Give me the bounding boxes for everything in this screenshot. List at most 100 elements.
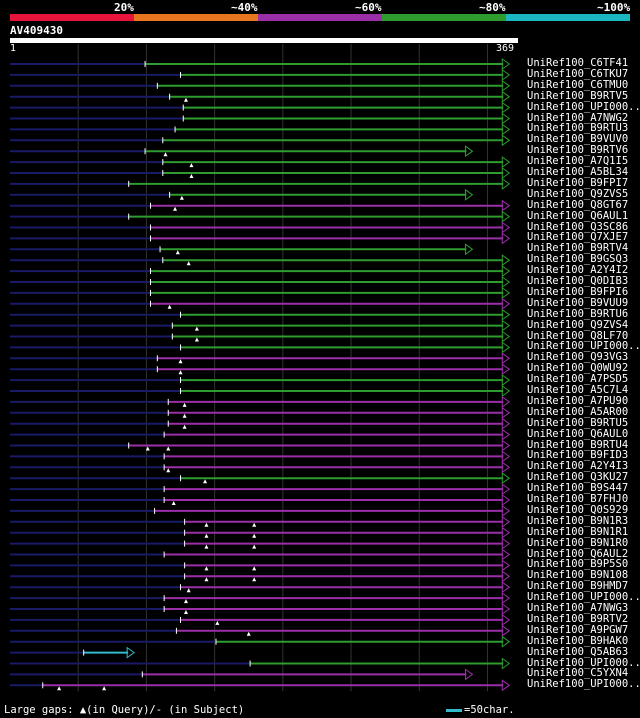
hit-label[interactable]: UniRef100_Q3KU27: [527, 471, 629, 484]
query-gap-marker: [252, 533, 257, 538]
hit-label[interactable]: UniRef100_A2Y4I2: [527, 264, 629, 277]
hit-label[interactable]: UniRef100_B9RTV6: [527, 144, 629, 157]
scale-legend: =50char.: [446, 704, 515, 716]
hit-label[interactable]: UniRef100_Q9ZVS5: [527, 187, 629, 200]
hit-label[interactable]: UniRef100_B9RTV5: [527, 89, 629, 102]
hit-label[interactable]: UniRef100_A7NWG2: [527, 111, 629, 124]
hit-label[interactable]: UniRef100_C6TKU7: [527, 67, 629, 80]
hit-label[interactable]: UniRef100_A7PU90: [527, 394, 629, 407]
hit-end-arrow: [501, 494, 511, 506]
hit-end-arrow: [501, 134, 511, 147]
hit-label[interactable]: UniRef100_Q6AUL1: [527, 209, 629, 222]
hit-label[interactable]: UniRef100_Q6AUL0: [527, 427, 629, 440]
color-bar-segment: [382, 14, 506, 21]
hit-end-arrow: [501, 679, 511, 692]
hit-label[interactable]: UniRef100_B9VUV0: [527, 133, 629, 146]
query-gap-marker: [57, 686, 62, 691]
query-gap-marker: [175, 250, 180, 255]
hit-end-arrow: [501, 90, 511, 103]
hit-end-arrow: [501, 450, 511, 463]
query-gap-marker: [186, 588, 191, 593]
hit-end-arrow: [501, 308, 511, 321]
hit-end-arrow: [501, 461, 511, 474]
hit-label[interactable]: UniRef100_UPI000..: [527, 656, 640, 669]
hit-label[interactable]: UniRef100_B9VUU9: [527, 296, 629, 309]
hit-label[interactable]: UniRef100_B9N108: [527, 569, 629, 582]
hit-label[interactable]: UniRef100_Q7XJE7: [527, 231, 629, 244]
hit-end-arrow: [501, 363, 511, 376]
hit-end-arrow: [464, 188, 474, 201]
hit-label[interactable]: UniRef100_A5C7L4: [527, 384, 629, 396]
hit-label[interactable]: UniRef100_Q0WU92: [527, 362, 629, 375]
hit-label[interactable]: UniRef100_Q6AUL2: [527, 547, 629, 560]
hit-label[interactable]: UniRef100_A7NWG3: [527, 602, 629, 614]
hit-end-arrow: [501, 417, 511, 430]
hit-label[interactable]: UniRef100_B9HAK0: [527, 634, 629, 647]
hit-label[interactable]: UniRef100_B9RTU3: [527, 122, 629, 135]
query-gap-marker: [189, 163, 194, 168]
hit-label[interactable]: UniRef100_A7Q1I5: [527, 155, 629, 168]
hit-label[interactable]: UniRef100_UPI000..: [527, 678, 640, 691]
hit-end-arrow: [464, 145, 474, 158]
color-bar-segment: [258, 14, 382, 21]
hit-label[interactable]: UniRef100_B9HMD7: [527, 580, 629, 593]
hit-label[interactable]: UniRef100_Q8LF70: [527, 329, 629, 342]
gap-legend: Large gaps: ▲(in Query)/- (in Subject): [4, 704, 245, 716]
query-gap-marker: [252, 544, 257, 549]
hit-label[interactable]: UniRef100_B9N1R0: [527, 536, 629, 549]
hit-label[interactable]: UniRef100_B9GSQ3: [527, 253, 629, 266]
query-ruler: [10, 38, 518, 43]
hit-label[interactable]: UniRef100_B9FPI7: [527, 176, 629, 189]
hit-label[interactable]: UniRef100_Q93VG3: [527, 351, 629, 364]
hit-label[interactable]: UniRef100_B9RTU5: [527, 416, 629, 429]
hit-label[interactable]: UniRef100_C5YXN4: [527, 667, 629, 680]
hit-label[interactable]: UniRef100_A9PGW7: [527, 623, 629, 636]
hit-label[interactable]: UniRef100_B9FID3: [527, 449, 629, 462]
hit-label[interactable]: UniRef100_UPI000..: [527, 340, 640, 353]
query-gap-marker: [183, 599, 188, 604]
hit-label[interactable]: UniRef100_Q5AB63: [527, 645, 629, 658]
hit-label[interactable]: UniRef100_A7PSD5: [527, 373, 629, 386]
color-bar-segment: [134, 14, 258, 21]
hit-label[interactable]: UniRef100_Q3SC86: [527, 220, 629, 233]
hit-end-arrow: [501, 286, 511, 299]
hit-label[interactable]: UniRef100_C6TMU0: [527, 78, 629, 91]
hit-label[interactable]: UniRef100_C6TF41: [527, 57, 629, 69]
hit-label[interactable]: UniRef100_A5AR00: [527, 405, 629, 418]
hit-label[interactable]: UniRef100_B7FHJ0: [527, 493, 629, 505]
scale-label: ~60%: [355, 1, 382, 14]
hit-label[interactable]: UniRef100_Q9ZVS4: [527, 318, 629, 331]
query-gap-marker: [204, 522, 209, 527]
hit-label[interactable]: UniRef100_B9S447: [527, 482, 629, 495]
hit-label[interactable]: UniRef100_UPI000..: [527, 100, 640, 113]
hit-label[interactable]: UniRef100_B9N1R1: [527, 525, 629, 538]
hit-label[interactable]: UniRef100_A2Y4I3: [527, 460, 629, 473]
hit-label[interactable]: UniRef100_B9RTV2: [527, 612, 629, 625]
query-gap-marker: [246, 631, 251, 636]
hit-label[interactable]: UniRef100_B9RTV4: [527, 242, 629, 255]
query-gap-marker: [252, 566, 257, 571]
hit-label[interactable]: UniRef100_B9P5S0: [527, 558, 629, 571]
hit-end-arrow: [501, 79, 511, 92]
hit-label[interactable]: UniRef100_UPI000..: [527, 591, 640, 604]
hit-label[interactable]: UniRef100_A5BL34: [527, 166, 629, 178]
hit-label[interactable]: UniRef100_B9RTU6: [527, 307, 629, 320]
hit-end-arrow: [501, 613, 511, 626]
query-gap-marker: [167, 304, 172, 309]
hit-end-arrow: [501, 537, 511, 550]
identity-scale-labels: 20% ~40% ~60% ~80% ~100%: [0, 0, 640, 14]
hit-label[interactable]: UniRef100_B9FPI6: [527, 285, 629, 298]
hit-end-arrow: [501, 504, 511, 517]
hit-label[interactable]: UniRef100_Q0S929: [527, 503, 629, 516]
query-gap-marker: [145, 446, 150, 451]
hit-label[interactable]: UniRef100_Q0DIB3: [527, 275, 629, 287]
hit-end-arrow: [501, 156, 511, 169]
hit-label[interactable]: UniRef100_B9RTU4: [527, 438, 629, 451]
hit-end-arrow: [501, 58, 511, 70]
hit-end-arrow: [501, 570, 511, 583]
query-gap-marker: [163, 152, 168, 157]
hit-label[interactable]: UniRef100_B9N1R3: [527, 514, 629, 527]
hit-end-arrow: [501, 265, 511, 278]
hit-label[interactable]: UniRef100_Q8GT67: [527, 198, 629, 211]
scale-label: ~100%: [597, 1, 631, 14]
